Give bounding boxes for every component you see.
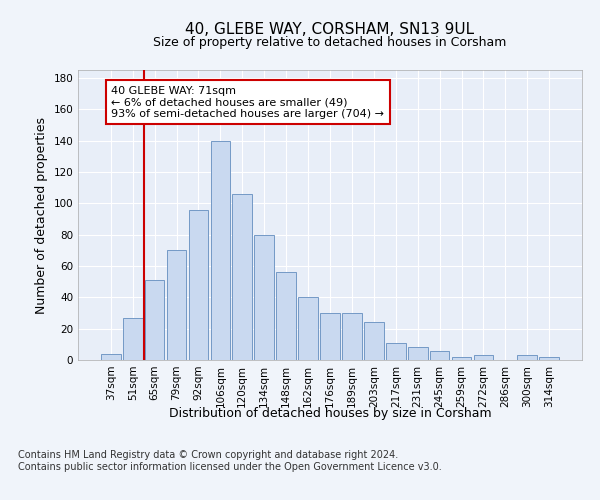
Bar xyxy=(517,356,537,360)
Bar xyxy=(145,280,164,360)
Bar xyxy=(298,298,318,360)
Bar xyxy=(408,348,428,360)
Bar xyxy=(167,250,187,360)
Bar xyxy=(211,140,230,360)
Bar xyxy=(101,354,121,360)
Y-axis label: Number of detached properties: Number of detached properties xyxy=(35,116,48,314)
Bar xyxy=(320,313,340,360)
Bar xyxy=(430,350,449,360)
Text: Size of property relative to detached houses in Corsham: Size of property relative to detached ho… xyxy=(154,36,506,49)
Text: 40 GLEBE WAY: 71sqm
← 6% of detached houses are smaller (49)
93% of semi-detache: 40 GLEBE WAY: 71sqm ← 6% of detached hou… xyxy=(111,86,384,119)
Bar xyxy=(539,357,559,360)
Bar xyxy=(386,343,406,360)
Bar xyxy=(254,234,274,360)
Text: Distribution of detached houses by size in Corsham: Distribution of detached houses by size … xyxy=(169,408,491,420)
Bar xyxy=(188,210,208,360)
Bar xyxy=(232,194,252,360)
Bar xyxy=(342,313,362,360)
Bar xyxy=(276,272,296,360)
Bar xyxy=(473,356,493,360)
Text: 40, GLEBE WAY, CORSHAM, SN13 9UL: 40, GLEBE WAY, CORSHAM, SN13 9UL xyxy=(185,22,475,38)
Bar xyxy=(452,357,472,360)
Bar xyxy=(364,322,384,360)
Text: Contains HM Land Registry data © Crown copyright and database right 2024.
Contai: Contains HM Land Registry data © Crown c… xyxy=(18,450,442,471)
Bar xyxy=(123,318,143,360)
